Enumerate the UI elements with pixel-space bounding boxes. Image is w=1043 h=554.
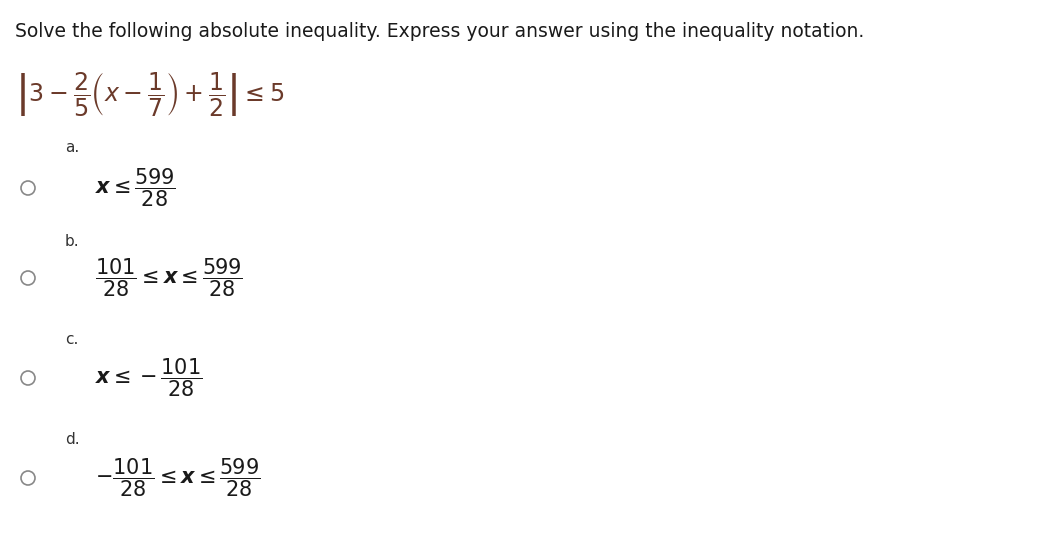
Text: c.: c. [65,332,78,347]
Text: Solve the following absolute inequality. Express your answer using the inequalit: Solve the following absolute inequality.… [15,22,865,41]
Text: b.: b. [65,234,79,249]
Text: $-\dfrac{101}{28} \leq \boldsymbol{x} \leq \dfrac{599}{28}$: $-\dfrac{101}{28} \leq \boldsymbol{x} \l… [95,456,261,499]
Text: $\dfrac{101}{28} \leq \boldsymbol{x} \leq \dfrac{599}{28}$: $\dfrac{101}{28} \leq \boldsymbol{x} \le… [95,257,243,299]
Text: $\boldsymbol{x} \leq \dfrac{599}{28}$: $\boldsymbol{x} \leq \dfrac{599}{28}$ [95,167,175,209]
Text: d.: d. [65,433,79,448]
Text: $\left|3 - \dfrac{2}{5}\left(x - \dfrac{1}{7}\right) + \dfrac{1}{2}\right| \leq : $\left|3 - \dfrac{2}{5}\left(x - \dfrac{… [15,70,285,118]
Text: a.: a. [65,141,79,156]
Text: $\boldsymbol{x} \leq -\dfrac{101}{28}$: $\boldsymbol{x} \leq -\dfrac{101}{28}$ [95,357,202,399]
